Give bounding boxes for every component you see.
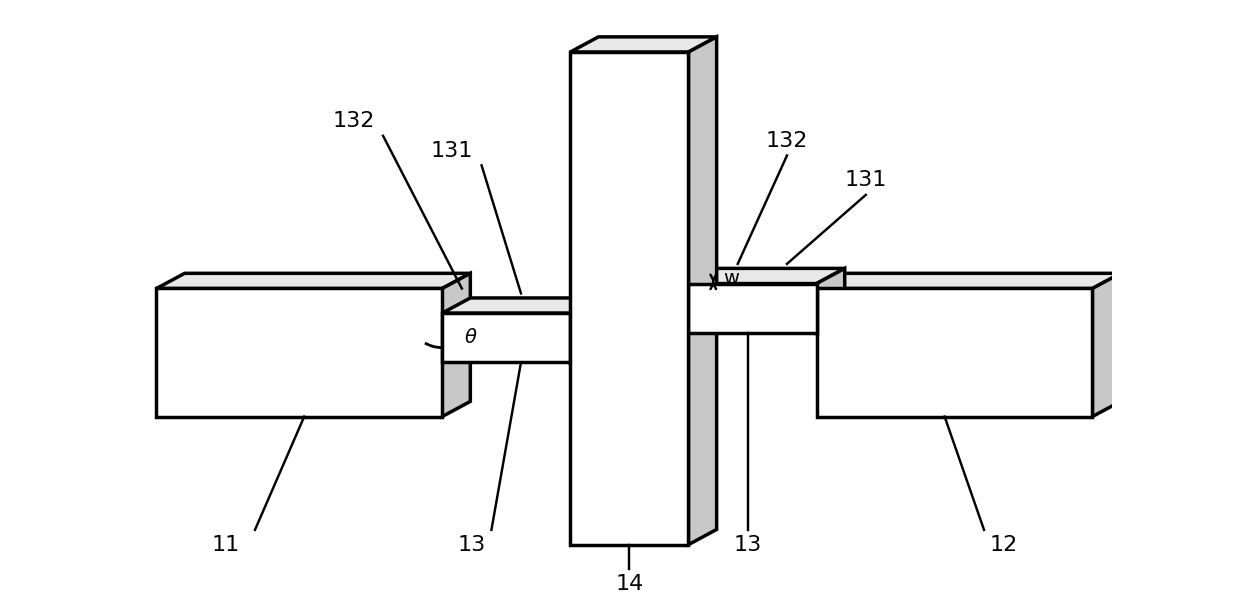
Text: 131: 131 (431, 141, 473, 161)
Polygon shape (689, 37, 716, 544)
Polygon shape (442, 313, 570, 362)
Polygon shape (442, 273, 471, 416)
Polygon shape (442, 298, 598, 313)
Polygon shape (570, 298, 598, 362)
Polygon shape (1093, 273, 1120, 416)
Text: 11: 11 (212, 535, 239, 555)
Text: 14: 14 (616, 574, 643, 594)
Text: 13: 13 (733, 535, 762, 555)
Polygon shape (817, 289, 1093, 416)
Text: 132: 132 (332, 111, 374, 131)
Text: 131: 131 (845, 170, 887, 190)
Polygon shape (570, 37, 716, 52)
Polygon shape (570, 52, 689, 544)
Polygon shape (689, 268, 845, 283)
Text: w: w (724, 269, 740, 288)
Text: 132: 132 (766, 131, 808, 151)
Polygon shape (817, 268, 845, 333)
Polygon shape (817, 273, 1120, 289)
Polygon shape (156, 289, 442, 416)
Text: $\theta$: $\theta$ (463, 328, 477, 347)
Text: 13: 13 (457, 535, 486, 555)
Polygon shape (156, 273, 471, 289)
Text: 12: 12 (990, 535, 1018, 555)
Polygon shape (689, 283, 817, 333)
